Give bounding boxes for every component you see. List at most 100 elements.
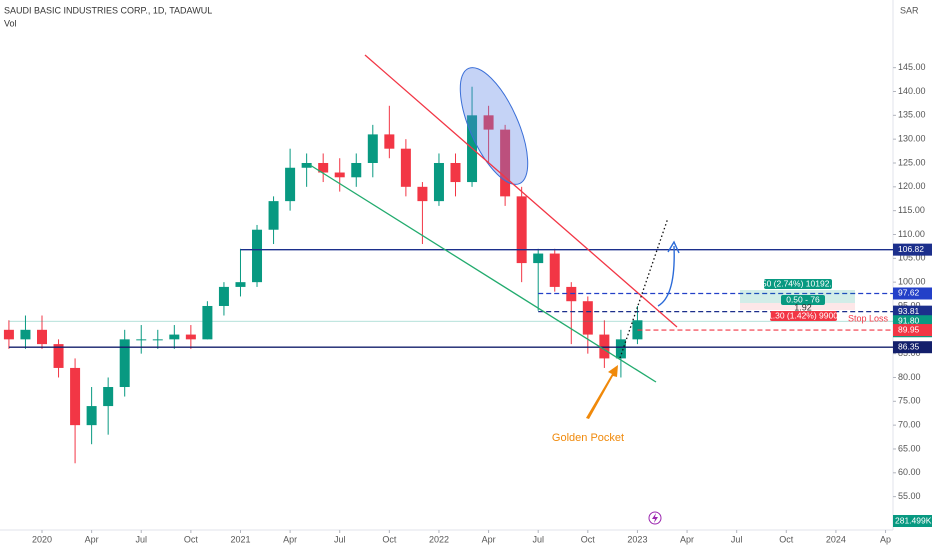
x-tick-label: Ap [880,534,891,544]
candle-body [268,201,279,230]
y-tick-label: 65.00 [898,443,921,453]
candle-body [334,172,345,178]
x-tick-label: Apr [482,534,496,544]
candle-body [615,339,626,359]
ratio-label: 0.50 - 76 [786,294,820,304]
candle-body [500,129,511,197]
price-tag-label: 97.62 [898,288,920,298]
event-bolt [652,513,658,523]
candle-body [103,387,114,407]
candle-body [582,301,593,335]
candle-body [152,339,163,341]
candle-body [367,134,378,163]
y-tick-label: 70.00 [898,420,921,430]
plot [3,86,893,464]
golden-pocket-label: Golden Pocket [552,432,624,444]
x-tick-label: Apr [283,534,297,544]
arrow-head [667,240,680,254]
resistance-trendline [364,54,678,328]
candle-body [86,406,97,426]
y-tick-label: 125.00 [898,157,926,167]
x-tick-label: 2022 [429,534,449,544]
volume-tag [893,515,932,527]
y-tick-label: 100.00 [898,277,926,287]
candle-body [3,329,14,340]
risk-zone [740,303,855,310]
candle-body [549,253,560,287]
x-tick-label: Jul [135,534,147,544]
x-tick-label: 2021 [230,534,250,544]
price-tag [893,341,932,354]
y-tick-label: 60.00 [898,467,921,477]
candle-body [37,329,47,345]
candle-body [450,162,461,183]
candle-body [169,334,180,340]
risk-label: 1.30 (1.42%) 9900 [768,310,838,320]
x-tick-label: Jul [334,534,346,544]
price-tag [893,324,932,337]
highlight-ellipse [459,67,529,185]
candle-body [516,196,527,264]
y-tick-label: 95.00 [898,300,921,310]
price-tag-label: 89.95 [898,324,920,334]
candle-body [218,286,229,306]
y-tick-label: 110.00 [898,229,925,239]
y-tick-label: 130.00 [898,134,926,144]
candle-body [252,229,263,283]
x-tick-label: 2023 [627,534,647,544]
target-box [764,279,832,289]
price-tag-label: 93.81 [898,306,920,316]
y-tick-label: 115.00 [898,205,925,215]
price-tag-label: 86.35 [898,341,920,351]
y-tick-label: 120.00 [898,181,926,191]
currency: SAR [900,5,919,15]
candle-body [185,334,196,340]
price-tag-label: 91.80 [898,315,920,325]
candle-body [301,162,312,168]
x-tick-label: Jul [731,534,743,544]
candle-body [202,305,213,340]
price-tag-label: 106.82 [898,244,924,254]
y-tick-label: 145.00 [898,62,926,72]
candle-body [417,186,428,202]
price-tag [893,287,932,300]
candle-body [384,134,395,149]
chart-title: SAUDI BASIC INDUSTRIES CORP., 1D, TADAWU… [4,5,212,15]
candle-body [400,148,411,187]
volume-label: Vol [4,18,17,28]
candle-body [119,339,130,388]
candle-body [235,282,246,287]
volume-tag-label: 281.499K [895,515,932,525]
x-tick-label: Apr [680,534,694,544]
candle-body [20,329,31,340]
y-tick-label: 135.00 [898,110,926,120]
projection-arrow [657,245,675,307]
y-tick-label: 80.00 [898,372,921,382]
candle-body [433,162,444,202]
qty-label: 1.92 [794,302,812,312]
ratio-box [781,295,825,305]
candle-body [53,344,64,368]
x-tick-label: 2024 [826,534,846,544]
y-tick-label: 140.00 [898,86,926,96]
candle-body [285,167,296,202]
candle-body [70,367,81,426]
x-tick-label: Oct [382,534,397,544]
price-tag [893,305,932,318]
x-tick-label: Apr [85,534,99,544]
x-tick-label: Oct [581,534,596,544]
candle-body [599,334,610,359]
x-tick-label: Oct [184,534,199,544]
candle-body [351,162,362,178]
x-tick-label: Oct [779,534,794,544]
candle-body [483,115,494,130]
projection-line [619,217,669,359]
candle-body [136,339,147,341]
support-trendline [309,164,657,383]
price-tag [893,243,932,256]
stop-loss-label: Stop Loss [848,313,889,323]
risk-box [770,311,837,321]
pocket-arrow [586,365,618,419]
target-label: 2.50 (2.74%) 10192.31 [755,278,842,288]
